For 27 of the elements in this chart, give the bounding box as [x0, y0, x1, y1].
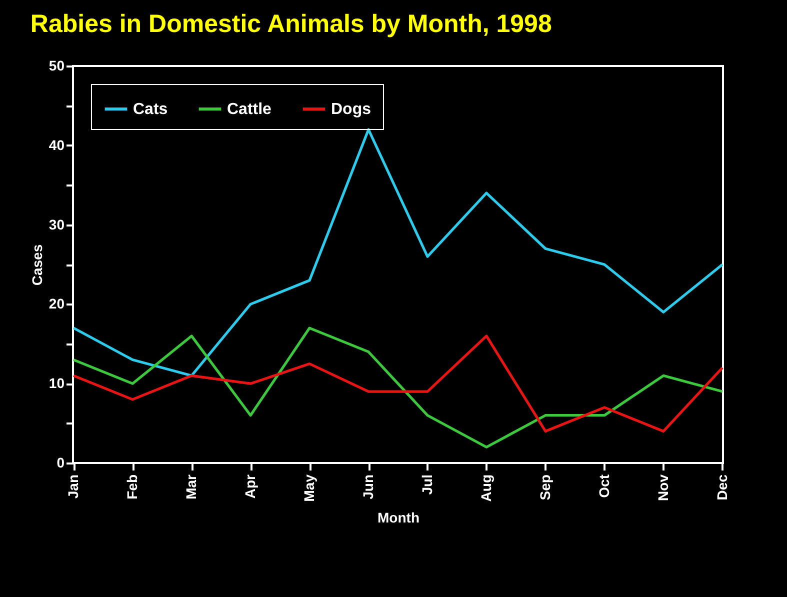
legend-label: Dogs — [331, 101, 372, 118]
x-tick-label: Dec — [714, 474, 730, 500]
x-tick-label: Sep — [536, 474, 553, 500]
chart-title: Rabies in Domestic Animals by Month, 1998 — [30, 10, 552, 38]
legend-label: Cats — [133, 101, 168, 118]
x-axis-title: Month — [378, 510, 420, 526]
y-axis-title: Cases — [28, 244, 45, 286]
x-tick-label: Jul — [418, 474, 435, 495]
x-tick-label: May — [301, 474, 318, 502]
x-tick-label: Aug — [478, 474, 494, 502]
x-tick-label: Jun — [360, 474, 376, 500]
y-tick-label: 30 — [48, 216, 65, 232]
x-tick-label: Nov — [654, 474, 671, 501]
y-tick-label: 20 — [48, 296, 65, 312]
x-tick-label: Oct — [596, 474, 612, 498]
y-tick-label: 50 — [48, 58, 65, 74]
x-tick-label: Jan — [65, 474, 82, 499]
x-tick-label: Mar — [183, 474, 200, 500]
y-tick-label: 40 — [48, 136, 65, 153]
y-tick-label: 0 — [56, 454, 65, 470]
y-tick-label: 10 — [48, 375, 65, 392]
x-tick-label: Apr — [242, 474, 258, 499]
line-series — [72, 334, 724, 433]
x-tick-label: Feb — [124, 474, 140, 500]
line-series — [72, 128, 724, 377]
legend-label: Cattle — [227, 101, 272, 118]
line-series — [72, 326, 724, 448]
